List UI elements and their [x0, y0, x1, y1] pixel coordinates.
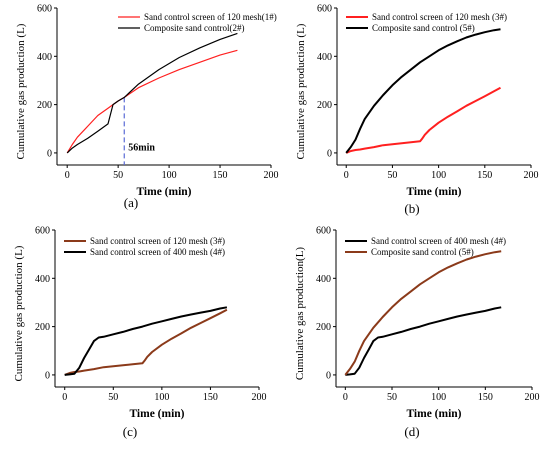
x-tick-label: 100 [431, 392, 446, 403]
y-tick-label: 600 [317, 4, 332, 15]
y-tick-label: 400 [316, 274, 331, 285]
y-tick-label: 200 [316, 322, 331, 333]
y-tick-label: 400 [35, 274, 50, 285]
y-tick-label: 0 [326, 370, 331, 381]
y-tick-label: 600 [35, 226, 50, 237]
y-tick-label: 200 [35, 322, 50, 333]
x-tick-label: 200 [252, 392, 267, 403]
x-tick-label: 50 [387, 392, 397, 403]
x-tick-label: 50 [108, 392, 118, 403]
y-tick-label: 0 [45, 370, 50, 381]
y-tick-label: 600 [37, 4, 52, 15]
panel-label: (c) [123, 424, 137, 439]
chart-panel-4: 0 50 100 150 200 0 200 400 600 Time (min) Cumulati… [294, 226, 540, 440]
legend-label-1: Sand control screen of 120 mesh(1#) [144, 12, 277, 22]
chart-panel-2: 0 50 100 150 200 0 200 400 600 Time (min) Cumulati… [295, 4, 539, 217]
x-axis-label: Time (min) [129, 408, 184, 420]
y-tick-label: 0 [47, 148, 52, 159]
y-tick-label: 200 [317, 100, 332, 111]
y-tick-label: 400 [317, 52, 332, 63]
legend: Sand control screen of 120 mesh(1#)Compo… [118, 12, 277, 33]
series-line-1 [345, 306, 502, 376]
x-tick-label: 100 [154, 392, 169, 403]
series-line-2 [344, 250, 502, 376]
x-tick-label: 50 [113, 170, 123, 181]
panel-label: (b) [404, 201, 419, 216]
series-line-1 [345, 86, 501, 154]
y-axis-label: Cumulative gas production (L) [13, 245, 25, 381]
series-line-2 [345, 28, 501, 154]
legend-label-2: Composite sand control(2#) [144, 23, 245, 33]
y-axis-label: Cumulative gas production (L) [15, 23, 27, 159]
legend-label-1: Sand control screen of 120 mesh (3#) [372, 12, 507, 22]
y-axis-label: Cumulative gas production (L) [295, 23, 307, 159]
x-axis-label: Time (min) [406, 186, 461, 198]
x-tick-label: 150 [203, 392, 218, 403]
legend: Sand control screen of 120 mesh (3#)Comp… [346, 12, 507, 33]
x-tick-label: 200 [524, 170, 539, 181]
x-tick-label: 150 [477, 170, 492, 181]
x-tick-label: 200 [264, 170, 279, 181]
legend-label-2: Sand control screen of 400 mesh (4#) [90, 247, 225, 257]
y-tick-label: 0 [327, 148, 332, 159]
legend-label-2: Composite sand control (5#) [371, 247, 474, 257]
x-tick-label: 0 [343, 392, 348, 403]
x-tick-label: 0 [344, 170, 349, 181]
x-axis-label: Time (min) [406, 408, 461, 420]
x-tick-label: 150 [213, 170, 228, 181]
x-axis-label: Time (min) [136, 186, 191, 198]
y-tick-label: 600 [316, 226, 331, 237]
x-tick-label: 50 [387, 170, 397, 181]
chart-panel-3: 0 50 100 150 200 0 200 400 600 Time (min) Cumulati… [13, 226, 267, 440]
x-tick-label: 150 [478, 392, 493, 403]
x-tick-label: 100 [431, 170, 446, 181]
legend-label-1: Sand control screen of 400 mesh (4#) [371, 236, 506, 246]
annotation-text: 56min [128, 143, 155, 154]
legend: Sand control screen of 120 mesh (3#)Sand… [64, 236, 225, 257]
legend-label-2: Composite sand control (5#) [372, 23, 475, 33]
panel-label: (d) [404, 424, 419, 439]
x-tick-label: 200 [525, 392, 540, 403]
y-axis-label: Cumulative gas production(L) [294, 247, 306, 381]
x-tick-label: 0 [65, 170, 70, 181]
series-line-2 [64, 306, 228, 376]
panel-label: (a) [124, 195, 138, 210]
x-tick-label: 0 [62, 392, 67, 403]
y-tick-label: 400 [37, 52, 52, 63]
x-tick-label: 100 [162, 170, 177, 181]
series-line-1 [64, 308, 228, 376]
chart-panel-1: 0 50 100 150 200 0 200 400 600 Time (min) Cumulati… [15, 4, 279, 211]
series-line-1 [66, 49, 238, 154]
series-line-2 [66, 32, 238, 154]
legend: Sand control screen of 400 mesh (4#)Comp… [345, 236, 506, 257]
y-tick-label: 200 [37, 100, 52, 111]
legend-label-1: Sand control screen of 120 mesh (3#) [90, 236, 225, 246]
